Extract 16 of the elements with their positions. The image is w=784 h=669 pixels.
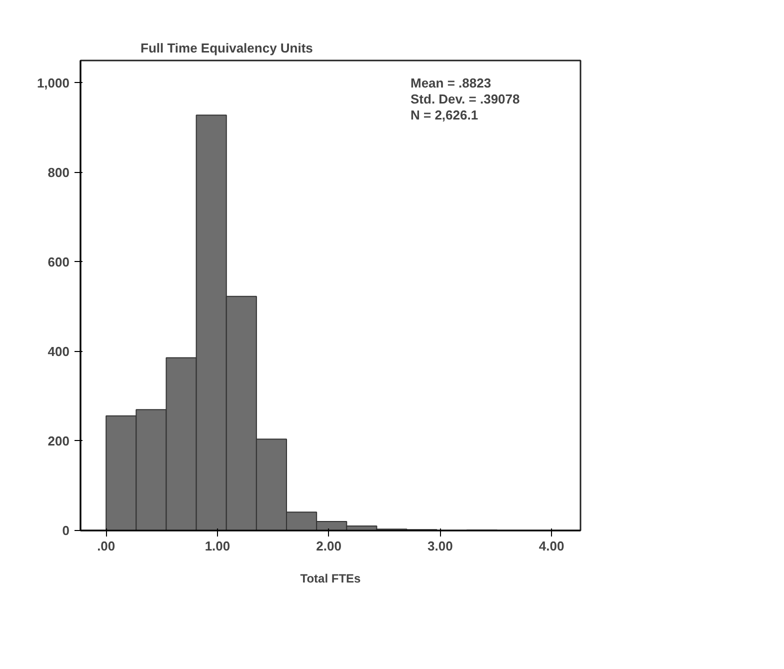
y-tick-label: 200 xyxy=(48,433,70,448)
annotation: Std. Dev. = .39078 xyxy=(410,92,520,106)
annotation: Mean = .8823 xyxy=(410,76,492,90)
x-axis-title: Total FTEs xyxy=(300,572,362,586)
x-tick-label: 2.00 xyxy=(316,538,342,554)
y-tick-label: 400 xyxy=(48,344,70,359)
chart-title: Full Time Equivalency Units xyxy=(140,40,313,56)
annotation: N = 2,626.1 xyxy=(410,108,478,122)
y-tick-label: 1,000 xyxy=(36,75,70,90)
y-tick-label: 600 xyxy=(48,254,70,270)
x-tick-label: .00 xyxy=(97,538,116,554)
y-tick-label: 800 xyxy=(48,164,70,180)
x-tick-label: 1.00 xyxy=(204,538,230,554)
x-tick-label: 3.00 xyxy=(428,538,453,554)
x-tick-label: 4.00 xyxy=(538,538,564,554)
y-tick-label: 0 xyxy=(62,523,70,538)
